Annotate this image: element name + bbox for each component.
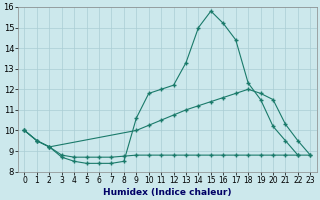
X-axis label: Humidex (Indice chaleur): Humidex (Indice chaleur) bbox=[103, 188, 232, 197]
